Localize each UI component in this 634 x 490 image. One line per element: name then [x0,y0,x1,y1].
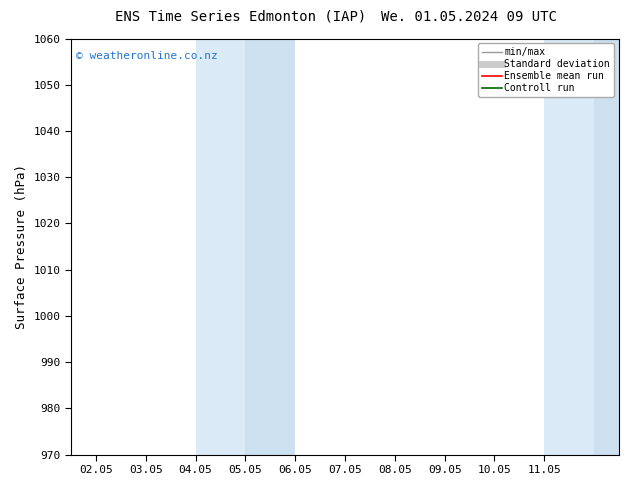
Bar [245,39,295,455]
Text: ENS Time Series Edmonton (IAP): ENS Time Series Edmonton (IAP) [115,10,366,24]
Text: We. 01.05.2024 09 UTC: We. 01.05.2024 09 UTC [381,10,557,24]
Bar [195,39,245,455]
Y-axis label: Surface Pressure (hPa): Surface Pressure (hPa) [15,164,28,329]
Bar [594,39,619,455]
Text: © weatheronline.co.nz: © weatheronline.co.nz [77,51,218,61]
Legend: min/max, Standard deviation, Ensemble mean run, Controll run: min/max, Standard deviation, Ensemble me… [478,44,614,97]
Bar [544,39,594,455]
